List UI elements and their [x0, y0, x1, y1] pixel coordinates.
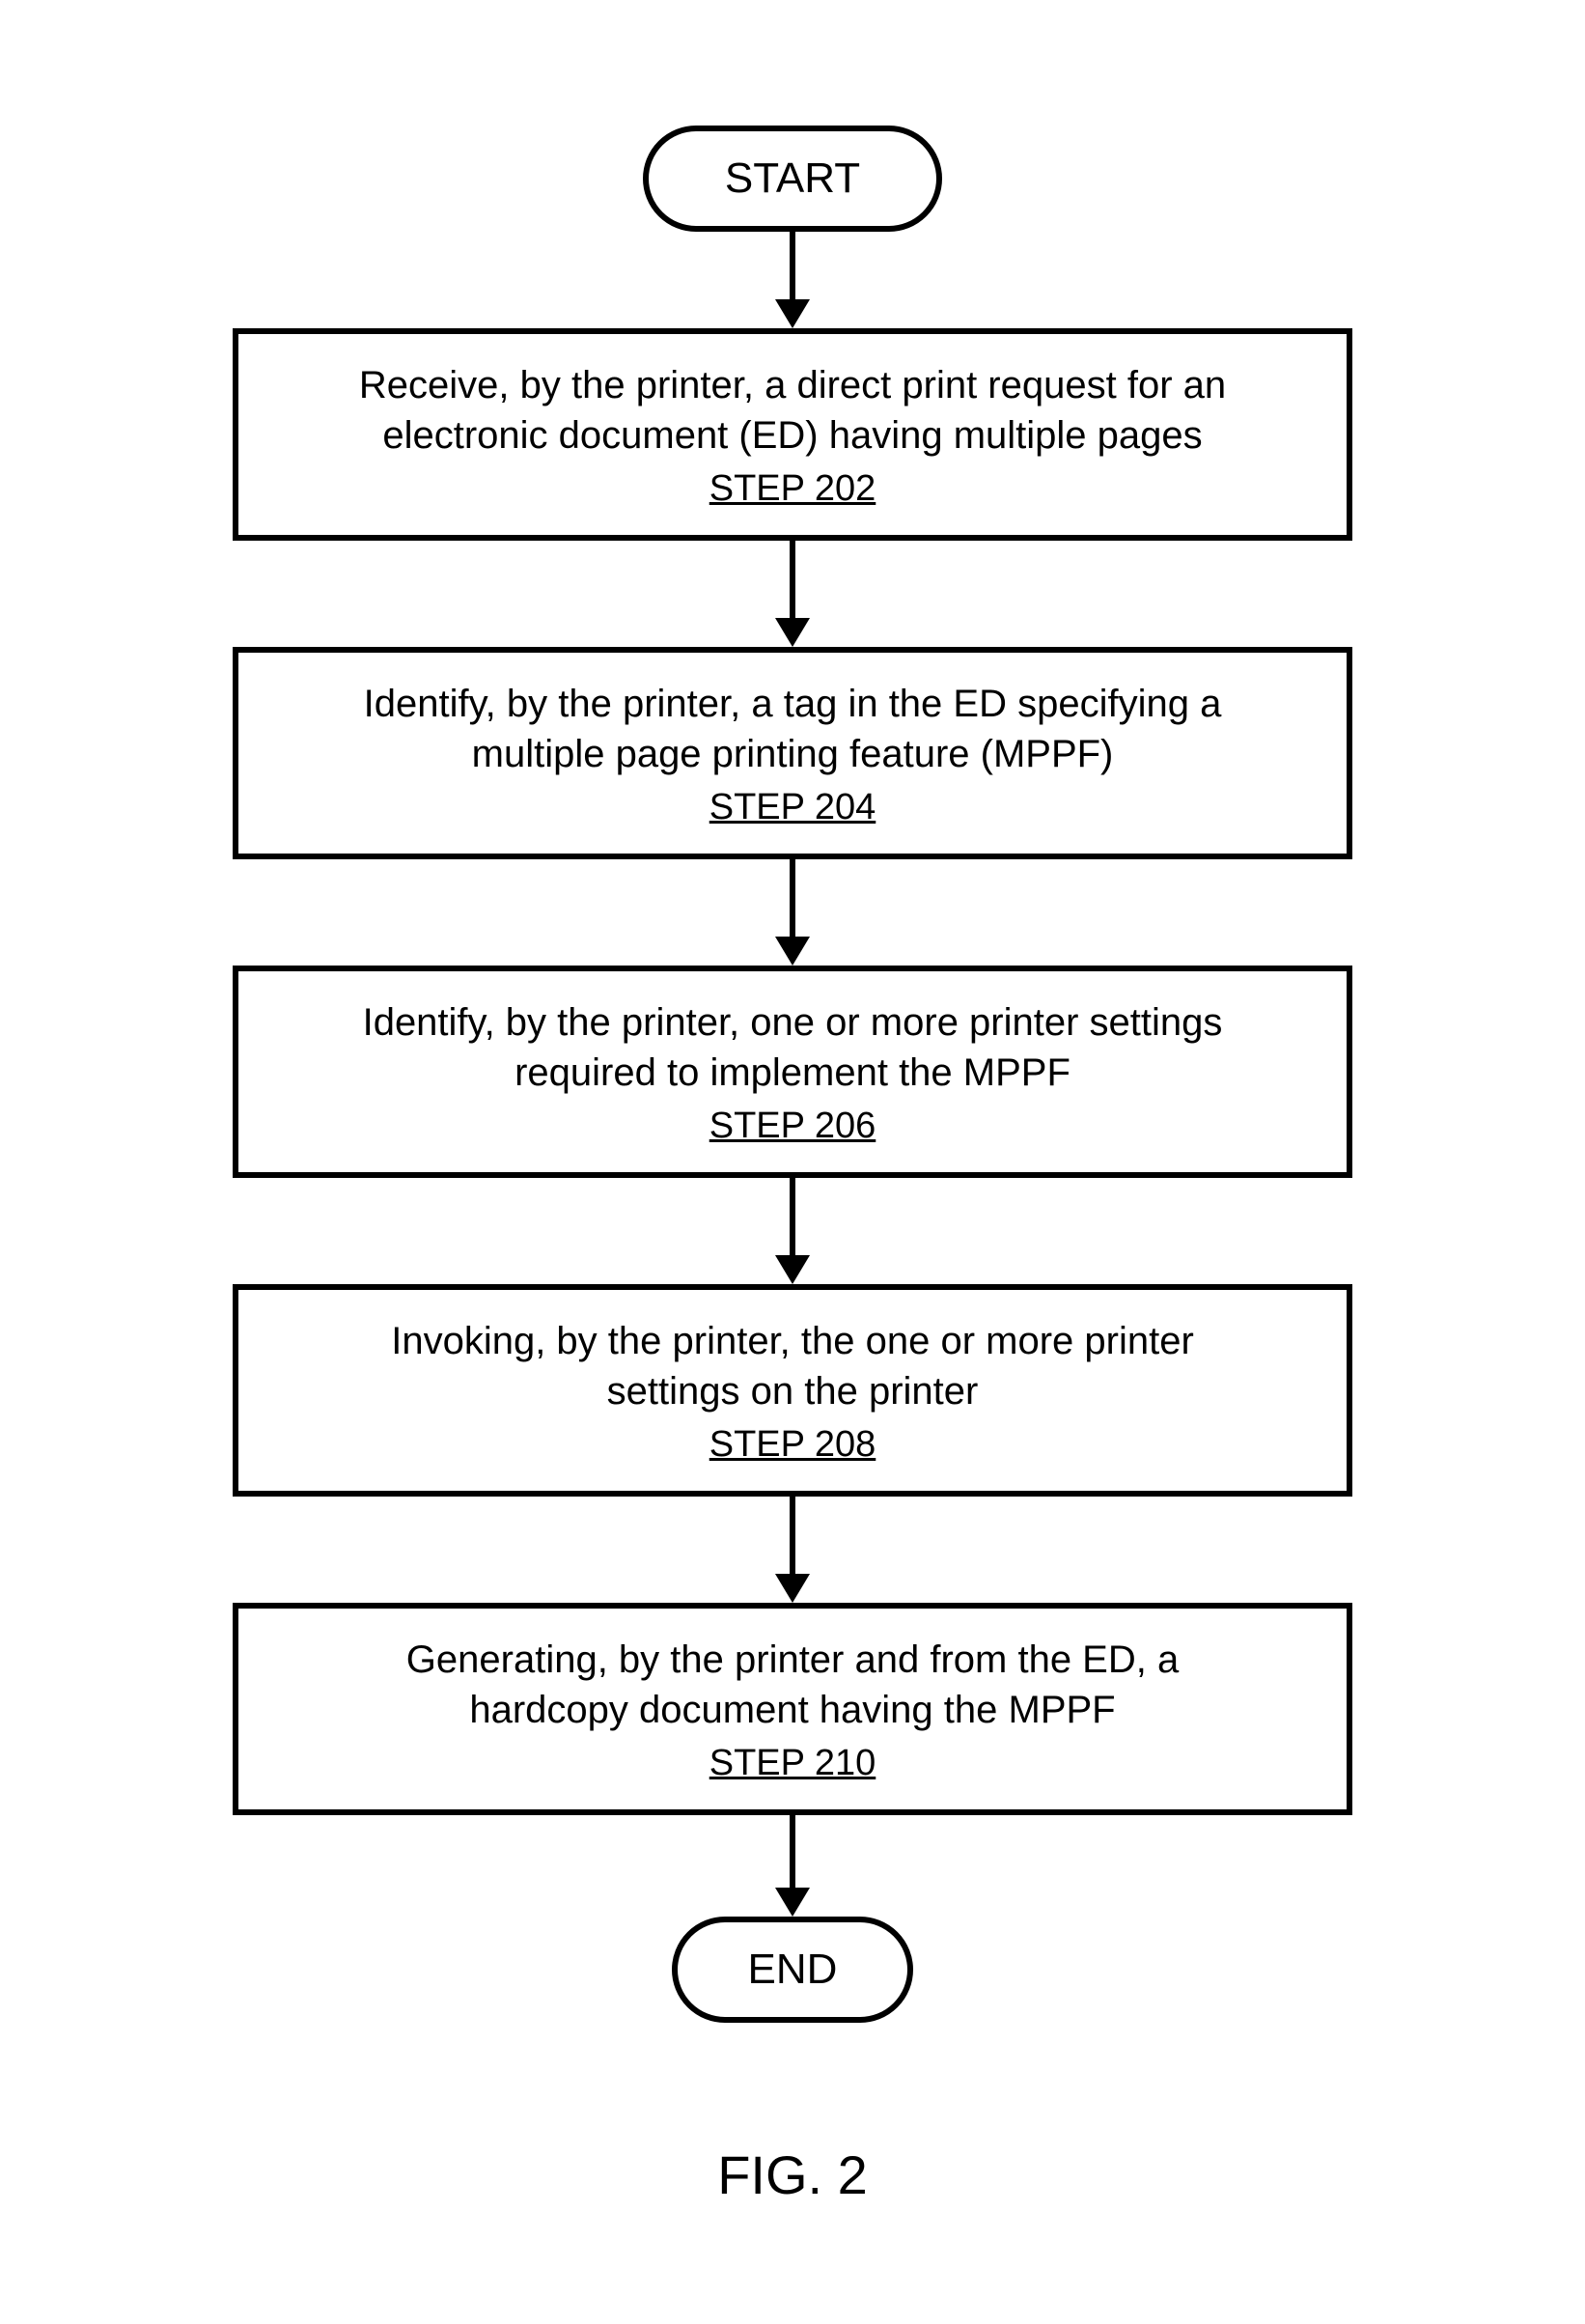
- arrow-head-icon: [775, 937, 810, 966]
- process-step-202: Receive, by the printer, a direct print …: [233, 328, 1352, 541]
- process-text-line: electronic document (ED) having multiple…: [382, 410, 1202, 461]
- process-text-line: Generating, by the printer and from the …: [406, 1635, 1179, 1685]
- step-label: STEP 206: [709, 1106, 876, 1147]
- process-step-204: Identify, by the printer, a tag in the E…: [233, 647, 1352, 859]
- terminator-start: START: [643, 126, 942, 232]
- figure-label: FIG. 2: [696, 2143, 889, 2206]
- arrow-head-icon: [775, 1888, 810, 1917]
- arrow-shaft: [790, 859, 795, 937]
- arrow: [775, 859, 810, 966]
- process-text-line: settings on the printer: [607, 1366, 979, 1416]
- arrow-shaft: [790, 1497, 795, 1574]
- step-label: STEP 208: [709, 1424, 876, 1466]
- process-text-line: multiple page printing feature (MPPF): [472, 729, 1114, 779]
- arrow: [775, 1815, 810, 1917]
- step-label: STEP 210: [709, 1743, 876, 1784]
- arrow-shaft: [790, 1815, 795, 1888]
- arrow-head-icon: [775, 1574, 810, 1603]
- flowchart-canvas: START Receive, by the printer, a direct …: [0, 0, 1585, 2324]
- step-label: STEP 204: [709, 787, 876, 828]
- arrow-shaft: [790, 1178, 795, 1255]
- process-step-210: Generating, by the printer and from the …: [233, 1603, 1352, 1815]
- process-text-line: Identify, by the printer, a tag in the E…: [364, 679, 1222, 729]
- arrow-head-icon: [775, 618, 810, 647]
- arrow-shaft: [790, 541, 795, 618]
- process-step-206: Identify, by the printer, one or more pr…: [233, 966, 1352, 1178]
- arrow-head-icon: [775, 1255, 810, 1284]
- arrow-shaft: [790, 232, 795, 299]
- terminator-start-label: START: [725, 154, 860, 203]
- figure-label-text: FIG. 2: [717, 2144, 868, 2205]
- arrow: [775, 1178, 810, 1284]
- arrow: [775, 1497, 810, 1603]
- process-text-line: Receive, by the printer, a direct print …: [359, 360, 1226, 410]
- arrow: [775, 541, 810, 647]
- arrow: [775, 232, 810, 328]
- process-text-line: Invoking, by the printer, the one or mor…: [391, 1316, 1194, 1366]
- process-step-208: Invoking, by the printer, the one or mor…: [233, 1284, 1352, 1497]
- terminator-end-label: END: [748, 1946, 838, 1994]
- process-text-line: Identify, by the printer, one or more pr…: [363, 997, 1223, 1048]
- arrow-head-icon: [775, 299, 810, 328]
- step-label: STEP 202: [709, 468, 876, 510]
- process-text-line: hardcopy document having the MPPF: [469, 1685, 1115, 1735]
- terminator-end: END: [672, 1917, 913, 2023]
- process-text-line: required to implement the MPPF: [514, 1048, 1071, 1098]
